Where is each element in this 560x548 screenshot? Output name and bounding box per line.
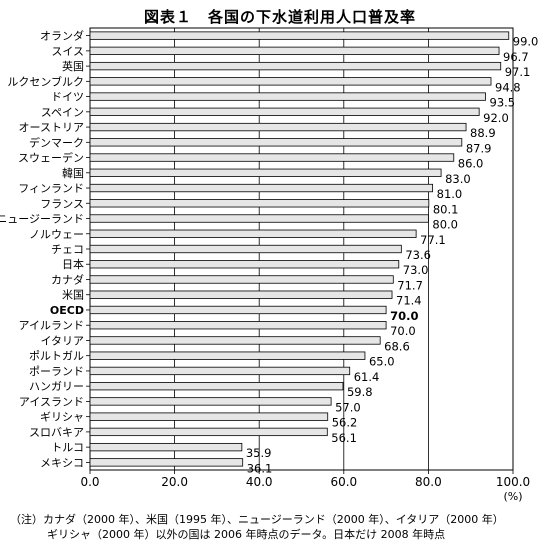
- category-label: オーストリア: [19, 121, 84, 134]
- category-label: イタリア: [40, 334, 84, 347]
- category-label: メキシコ: [40, 456, 84, 469]
- category-label: フィンランド: [18, 182, 84, 195]
- value-label: 73.6: [405, 248, 431, 262]
- category-label: スペイン: [41, 106, 84, 119]
- value-label: 87.9: [466, 141, 492, 155]
- bar: [89, 199, 430, 208]
- value-label: 81.0: [437, 187, 463, 201]
- category-label: スイス: [51, 45, 84, 58]
- bar: [89, 366, 351, 376]
- value-label: 36.1: [247, 461, 273, 475]
- value-label: 59.8: [347, 385, 373, 399]
- bar: [89, 77, 492, 86]
- value-label: 88.9: [470, 126, 496, 140]
- value-label: 56.1: [331, 431, 357, 445]
- value-label: 65.0: [369, 355, 395, 369]
- x-tick-label: 80.0: [415, 475, 442, 489]
- bar: [89, 336, 381, 345]
- footnote: （注）カナダ（2000 年）、米国（1995 年）、ニュージーランド（2000 …: [10, 512, 558, 542]
- x-tick-label: 100.0: [496, 475, 530, 489]
- value-label: 86.0: [458, 157, 484, 171]
- value-label: 70.0: [390, 309, 418, 323]
- value-label: 94.8: [495, 80, 521, 94]
- category-label: OECD: [50, 304, 84, 317]
- category-label: ニュージーランド: [0, 213, 84, 226]
- category-label: ハンガリー: [29, 380, 84, 393]
- bar: [89, 412, 329, 421]
- category-label: ルクセンブルク: [7, 74, 84, 88]
- bar: [89, 427, 328, 437]
- value-label: 80.1: [433, 202, 459, 216]
- category-label: 韓国: [62, 167, 84, 180]
- bar: [89, 458, 244, 467]
- x-tick-label: 0.0: [80, 475, 99, 489]
- bar: [89, 229, 417, 238]
- value-label: 68.6: [384, 339, 410, 353]
- bar: [89, 61, 502, 71]
- bar: [89, 138, 463, 147]
- value-label: 96.7: [503, 50, 529, 64]
- bar: [89, 382, 344, 391]
- value-label: 99.0: [513, 35, 539, 49]
- category-label: アイルランド: [19, 319, 84, 332]
- category-label: ギリシャ: [40, 411, 84, 424]
- bar: [89, 183, 434, 193]
- bar: [89, 122, 467, 132]
- bar: [89, 290, 393, 299]
- bar: [89, 305, 387, 315]
- value-label: 92.0: [483, 111, 509, 125]
- bar: [89, 46, 500, 56]
- x-tick-label: 60.0: [330, 475, 357, 489]
- value-label: 56.2: [332, 416, 358, 430]
- category-label: トルコ: [51, 441, 84, 454]
- value-label: 35.9: [246, 446, 272, 460]
- bar: [89, 321, 387, 330]
- value-label: 71.7: [397, 278, 423, 292]
- category-label: ポルトガル: [29, 350, 84, 363]
- category-label: チェコ: [51, 243, 84, 256]
- footnote-line-2: ギリシャ（2000 年）以外の国は 2006 年時点のデータ。日本だけ 2008…: [47, 528, 446, 541]
- bar: [89, 214, 429, 223]
- value-label: 83.0: [445, 172, 471, 186]
- bar: [89, 275, 394, 284]
- category-label: ドイツ: [51, 91, 84, 104]
- footnote-line-1: （注）カナダ（2000 年）、米国（1995 年）、ニュージーランド（2000 …: [10, 513, 504, 526]
- bar: [89, 442, 243, 452]
- bar: [89, 107, 480, 116]
- category-label: ノルウェー: [29, 228, 84, 241]
- chart-title: 図表１ 各国の下水道利用人口普及率: [143, 8, 416, 26]
- bar: [89, 260, 400, 269]
- category-label: フランス: [40, 197, 84, 210]
- category-label: カナダ: [51, 272, 84, 286]
- category-label: 日本: [62, 257, 84, 271]
- value-label: 70.0: [390, 324, 416, 338]
- category-label: アイスランド: [19, 395, 84, 408]
- value-label: 93.5: [490, 96, 516, 110]
- category-label: デンマーク: [29, 135, 84, 149]
- x-tick-label: 40.0: [246, 475, 273, 489]
- bar: [89, 244, 402, 254]
- value-label: 73.0: [403, 263, 429, 277]
- bar: [89, 351, 366, 360]
- bar: [89, 92, 486, 101]
- value-label: 77.1: [420, 233, 446, 247]
- bar: [89, 153, 455, 162]
- value-label: 97.1: [505, 65, 531, 79]
- bar: [89, 168, 442, 177]
- category-label: スウェーデン: [18, 151, 84, 165]
- category-label: オランダ: [40, 29, 84, 43]
- x-tick-label: 20.0: [161, 475, 188, 489]
- value-label: 71.4: [396, 294, 422, 308]
- category-label: 英国: [62, 59, 84, 73]
- category-label: 米国: [62, 289, 84, 302]
- category-label: スロバキア: [29, 426, 84, 439]
- bar: [89, 31, 510, 40]
- x-unit-label: (%): [503, 490, 522, 503]
- value-label: 61.4: [354, 370, 380, 384]
- bar: [89, 397, 332, 406]
- category-label: ポーランド: [29, 365, 84, 378]
- value-label: 80.0: [432, 218, 458, 232]
- value-label: 57.0: [335, 400, 361, 414]
